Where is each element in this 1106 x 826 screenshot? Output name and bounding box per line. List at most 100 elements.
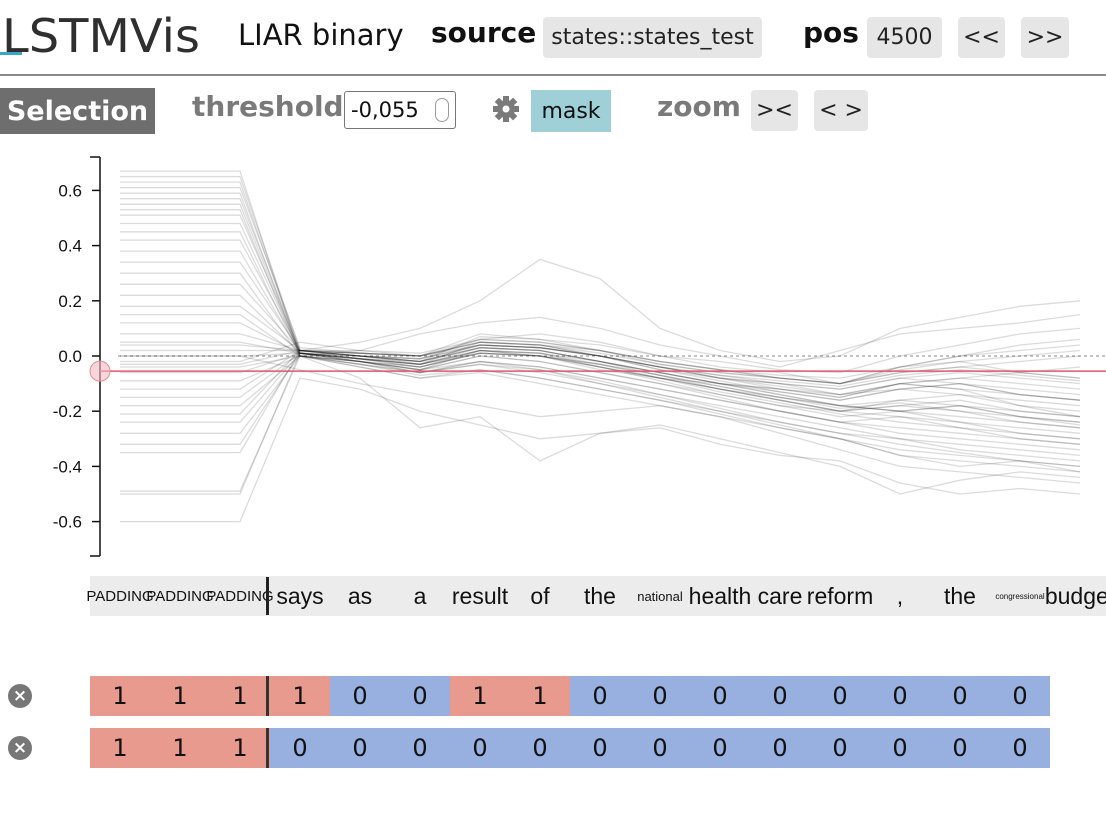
state-cell[interactable]: 0 [390, 676, 450, 716]
series-line [120, 355, 1081, 468]
y-tick-label: 0.6 [58, 181, 82, 200]
series-line [120, 355, 1081, 495]
state-cell[interactable]: 0 [870, 728, 930, 768]
word-token[interactable]: , [896, 582, 904, 609]
series-line [120, 352, 1081, 495]
state-cell[interactable]: 1 [510, 676, 570, 716]
spinner-icon[interactable] [435, 98, 449, 122]
state-cell[interactable]: 0 [330, 728, 390, 768]
series-line [120, 214, 1081, 434]
series-line [120, 344, 1081, 388]
state-cell[interactable]: 0 [570, 676, 630, 716]
series-line [120, 250, 1081, 426]
state-cell[interactable]: 0 [990, 728, 1050, 768]
state-cell[interactable]: 0 [570, 728, 630, 768]
state-cell[interactable]: 0 [810, 728, 870, 768]
series-line [120, 333, 1081, 399]
zoom-in-button[interactable]: >< [751, 90, 798, 131]
series-line [120, 352, 1081, 418]
series-line [120, 239, 1081, 401]
series-line [120, 272, 1081, 429]
series-line [120, 341, 1081, 429]
word-token[interactable]: result [451, 582, 509, 609]
series-line [120, 352, 1081, 445]
lstmvis-logo: LSTMVis [0, 9, 200, 63]
word-token[interactable]: PADDING [86, 587, 154, 605]
state-cell[interactable]: 0 [510, 728, 570, 768]
series-line [120, 170, 1081, 412]
series-line [120, 231, 1081, 457]
word-token[interactable]: PADDING [206, 587, 274, 605]
state-cell[interactable]: 0 [750, 728, 810, 768]
series-line [120, 322, 1081, 407]
series-line [120, 283, 1081, 390]
header-divider [0, 74, 1106, 76]
svg-text:LSTMVis: LSTMVis [2, 9, 200, 63]
word-token[interactable]: reform [806, 582, 874, 609]
state-cell[interactable]: 0 [690, 728, 750, 768]
series-line [120, 313, 1081, 418]
word-token[interactable]: PADDING [146, 587, 214, 605]
state-cell[interactable]: 0 [750, 676, 810, 716]
state-cell[interactable]: 1 [270, 676, 330, 716]
state-cell[interactable]: 0 [990, 676, 1050, 716]
state-cell[interactable]: 1 [90, 676, 150, 716]
threshold-value: -0,055 [351, 98, 419, 122]
threshold-handle[interactable] [89, 360, 111, 382]
word-token[interactable]: the [584, 582, 616, 609]
state-cell[interactable]: 0 [450, 728, 510, 768]
state-cell[interactable]: 1 [450, 676, 510, 716]
state-cell[interactable]: 1 [210, 676, 270, 716]
series-line [120, 355, 1081, 468]
hidden-state-chart: 0.6 0.4 0.2 0.0 -0.2 -0.4 -0.6 [53, 156, 1106, 557]
state-cell[interactable]: 0 [630, 676, 690, 716]
next-position-button[interactable]: >> [1021, 17, 1069, 58]
remove-row-icon[interactable]: × [8, 736, 32, 760]
threshold-input[interactable]: -0,055 [344, 91, 456, 129]
state-cell[interactable]: 1 [150, 676, 210, 716]
state-cell[interactable]: 0 [690, 676, 750, 716]
state-cell[interactable]: 0 [810, 676, 870, 716]
word-token[interactable]: a [413, 582, 427, 609]
series-line [120, 261, 1081, 374]
series-line [120, 355, 1081, 473]
word-token[interactable]: says [276, 582, 324, 609]
word-token[interactable]: budget [1044, 582, 1106, 609]
selection-badge: Selection [0, 88, 155, 134]
word-strip: PADDING PADDING PADDING says as a result of the n… [86, 576, 1106, 616]
pos-value[interactable]: 4500 [867, 17, 942, 58]
series-line [120, 209, 1081, 396]
word-token[interactable]: care [757, 582, 803, 609]
word-token[interactable]: as [347, 582, 373, 609]
word-token[interactable]: health [688, 582, 752, 609]
state-cell[interactable]: 1 [90, 728, 150, 768]
state-cell[interactable]: 0 [870, 676, 930, 716]
series-line [120, 344, 1081, 454]
series-line [120, 313, 1081, 368]
zoom-out-button[interactable]: < > [814, 90, 868, 131]
word-token[interactable]: congressional [995, 591, 1045, 601]
state-cell[interactable]: 1 [210, 728, 270, 768]
threshold-label: threshold [192, 90, 344, 123]
state-cell[interactable]: 0 [330, 676, 390, 716]
word-token[interactable]: national [637, 588, 683, 604]
y-tick-label: -0.4 [53, 457, 82, 476]
state-cell[interactable]: 0 [930, 676, 990, 716]
series-line [120, 355, 1081, 462]
state-cell[interactable]: 0 [390, 728, 450, 768]
state-cell[interactable]: 0 [630, 728, 690, 768]
source-select[interactable]: states::states_test [543, 17, 762, 58]
state-cell[interactable]: 0 [270, 728, 330, 768]
word-token[interactable]: the [944, 582, 976, 609]
prev-position-button[interactable]: << [958, 17, 1005, 58]
state-cell[interactable]: 1 [150, 728, 210, 768]
gear-icon[interactable] [492, 95, 520, 123]
state-cell[interactable]: 0 [930, 728, 990, 768]
series-line [120, 222, 1081, 385]
word-token[interactable]: of [530, 582, 550, 609]
mask-button[interactable]: mask [531, 90, 611, 132]
series-line [120, 203, 1081, 418]
y-tick-label: -0.6 [53, 513, 82, 532]
series-line [120, 175, 1081, 401]
remove-row-icon[interactable]: × [8, 684, 32, 708]
